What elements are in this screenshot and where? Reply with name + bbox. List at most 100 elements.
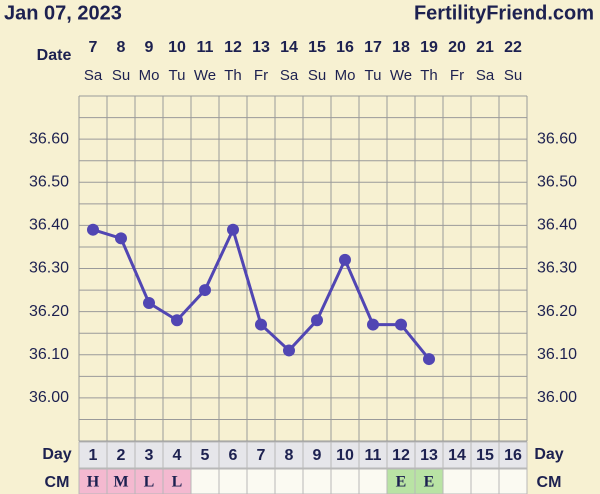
date: 12 — [224, 39, 242, 56]
temperature-point — [423, 353, 435, 366]
weekday: Su — [504, 67, 522, 84]
date: 7 — [89, 39, 98, 56]
date: 18 — [392, 39, 410, 56]
cycle-day: 16 — [504, 447, 522, 464]
cm-cell — [218, 468, 248, 494]
temperature-point — [227, 223, 239, 236]
cm-cell — [498, 468, 528, 494]
day-cell — [134, 441, 164, 469]
day-cell — [330, 441, 360, 469]
cm-cell — [162, 468, 192, 494]
cycle-day: 1 — [89, 447, 98, 464]
cm-value: H — [87, 474, 100, 491]
cm-cell — [470, 468, 500, 494]
cycle-day: 5 — [201, 447, 210, 464]
temperature-point — [87, 223, 99, 236]
y-tick-label-right: 36.00 — [537, 389, 577, 406]
cycle-day: 8 — [285, 447, 294, 464]
day-cell — [358, 441, 388, 469]
cycle-day: 12 — [392, 447, 410, 464]
cm-value: E — [424, 474, 435, 491]
weekday: Fr — [254, 67, 268, 84]
date: 21 — [476, 39, 494, 56]
temperature-point — [339, 253, 351, 266]
temperature-point — [311, 314, 323, 327]
cm-cell — [246, 468, 276, 494]
date: 9 — [145, 39, 154, 56]
cycle-day: 11 — [365, 447, 382, 464]
day-label: Day — [534, 446, 563, 463]
weekday: Sa — [280, 67, 299, 84]
cycle-day: 10 — [336, 447, 354, 464]
y-tick-label: 36.60 — [29, 130, 69, 147]
cycle-day: 14 — [448, 447, 466, 464]
cm-label: CM — [45, 474, 70, 491]
day-cell — [162, 441, 192, 469]
weekday: Tu — [365, 67, 382, 84]
cm-value: L — [144, 474, 155, 491]
weekday: We — [194, 67, 216, 84]
day-cell — [498, 441, 528, 469]
cm-cell — [414, 468, 444, 494]
weekday: Su — [308, 67, 326, 84]
cm-cell — [330, 468, 360, 494]
day-cell — [442, 441, 472, 469]
y-tick-label-right: 36.50 — [537, 173, 577, 190]
cm-value: L — [172, 474, 183, 491]
temperature-point — [255, 318, 267, 331]
weekday: Su — [112, 67, 130, 84]
cm-value: E — [396, 474, 407, 491]
cm-cell — [358, 468, 388, 494]
date: 11 — [197, 39, 214, 56]
cm-value: M — [113, 474, 128, 491]
cycle-day: 7 — [257, 447, 266, 464]
site-name: FertilityFriend.com — [414, 2, 594, 24]
cm-cell — [134, 468, 164, 494]
day-label: Day — [42, 446, 71, 463]
temperature-point — [171, 314, 183, 327]
y-tick-label: 36.30 — [29, 260, 69, 277]
day-cell — [386, 441, 416, 469]
temperature-point — [395, 318, 407, 331]
cm-label: CM — [537, 474, 562, 491]
y-tick-label: 36.50 — [29, 173, 69, 190]
date: 15 — [308, 39, 326, 56]
date: 13 — [252, 39, 270, 56]
weekday: Mo — [139, 67, 160, 84]
y-tick-label: 36.20 — [29, 303, 69, 320]
weekday: Th — [420, 67, 438, 84]
cycle-day: 13 — [420, 447, 438, 464]
day-cell — [470, 441, 500, 469]
y-tick-label: 36.40 — [29, 217, 69, 234]
y-tick-label-right: 36.20 — [537, 303, 577, 320]
temperature-point — [115, 232, 127, 245]
cycle-day: 15 — [476, 447, 494, 464]
cm-cell — [442, 468, 472, 494]
weekday: Tu — [169, 67, 186, 84]
cm-cell — [274, 468, 304, 494]
cycle-day: 2 — [117, 447, 126, 464]
cm-cell — [78, 468, 108, 494]
cm-cell — [302, 468, 332, 494]
date: 19 — [420, 39, 438, 56]
date: 14 — [280, 39, 298, 56]
cycle-day: 9 — [313, 447, 322, 464]
cycle-day: 4 — [173, 447, 182, 464]
day-cell — [218, 441, 248, 469]
day-cell — [106, 441, 136, 469]
y-tick-label-right: 36.40 — [537, 217, 577, 234]
y-tick-label: 36.00 — [29, 389, 69, 406]
date: 22 — [504, 39, 522, 56]
weekday: We — [390, 67, 412, 84]
y-tick-label-right: 36.60 — [537, 130, 577, 147]
y-tick-label-right: 36.30 — [537, 260, 577, 277]
date: 8 — [117, 39, 126, 56]
weekday: Sa — [476, 67, 495, 84]
chart-date: Jan 07, 2023 — [4, 2, 122, 24]
weekday: Fr — [450, 67, 464, 84]
temperature-point — [367, 318, 379, 331]
cm-cell — [106, 468, 136, 494]
cycle-day: 6 — [229, 447, 238, 464]
